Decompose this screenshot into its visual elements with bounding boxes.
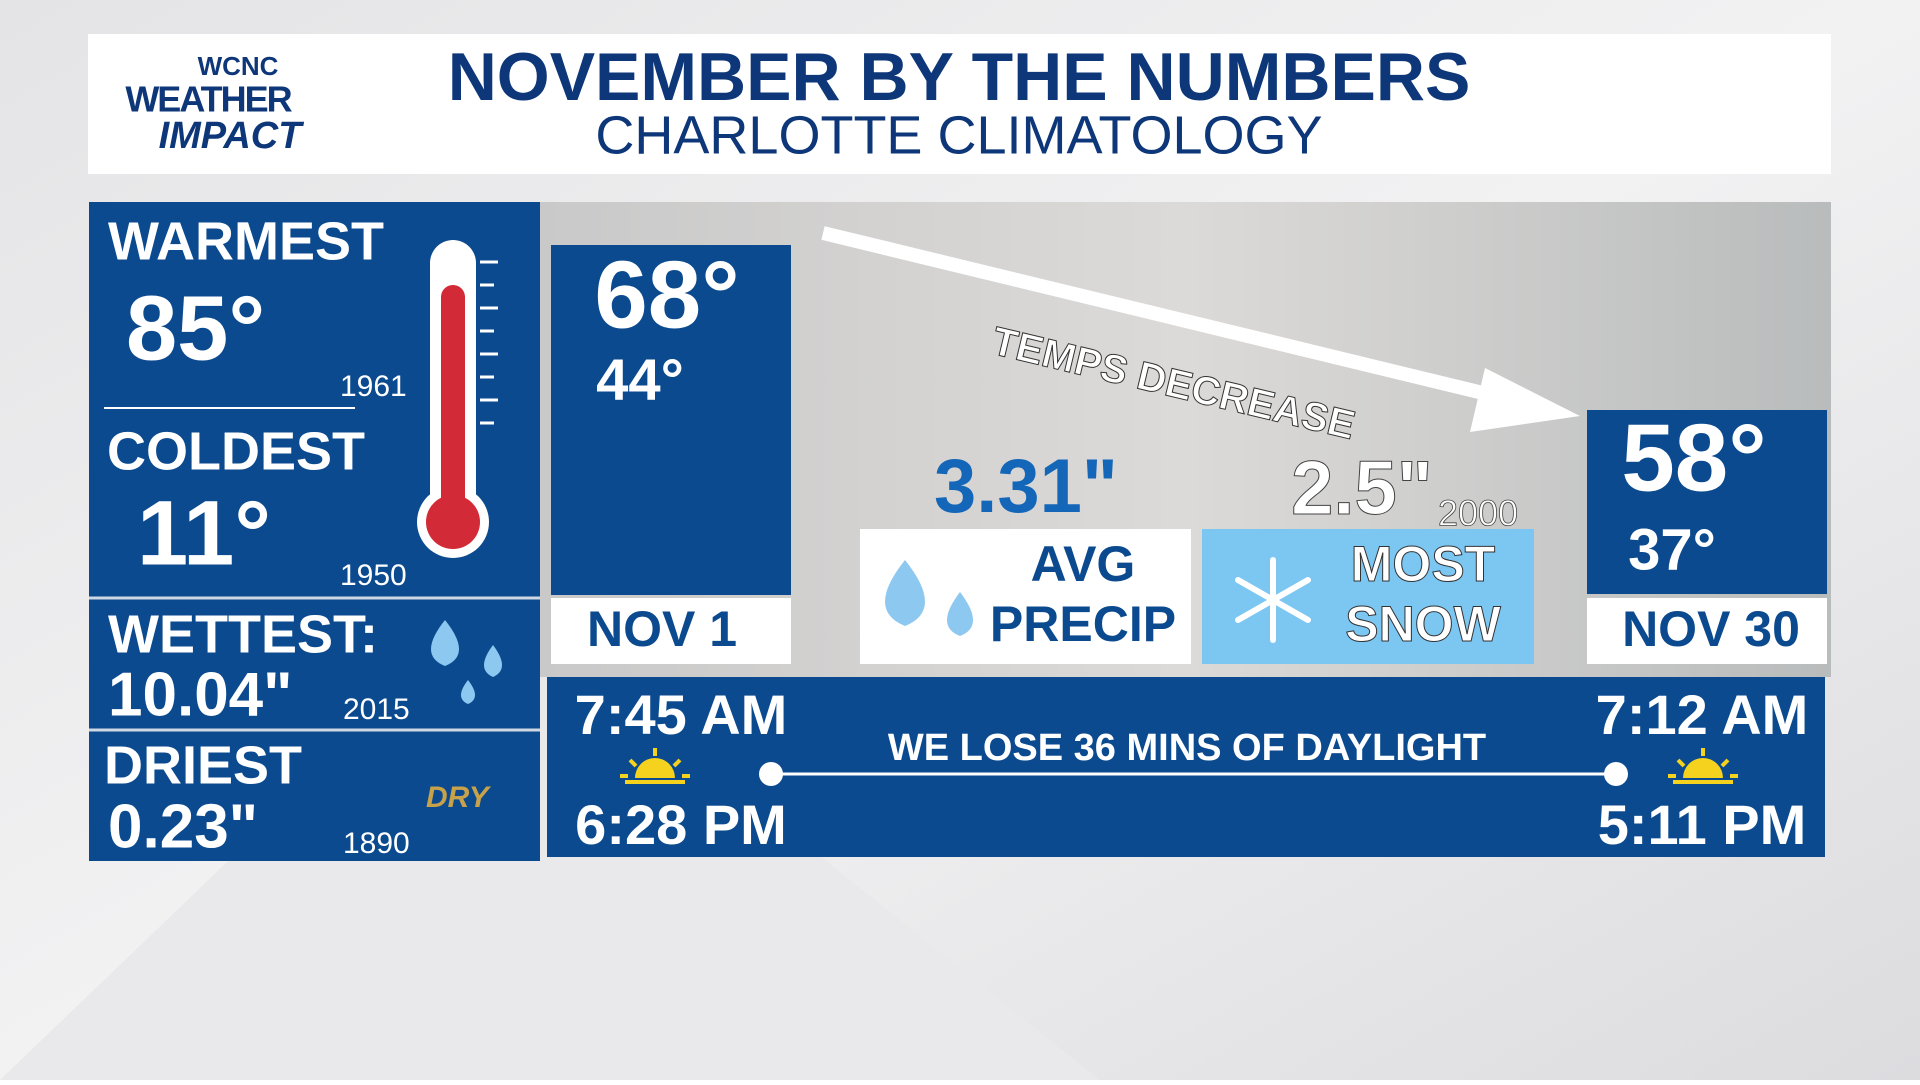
start-box xyxy=(551,245,791,595)
end-sunrise: 7:12 AM xyxy=(1596,683,1809,746)
daylight-dot xyxy=(759,762,783,786)
subtitle: CHARLOTTE CLIMATOLOGY xyxy=(595,105,1322,165)
logo: WCNC WEATHER IMPACT xyxy=(125,51,304,157)
logo-station: WCNC xyxy=(198,51,279,81)
start-date-box xyxy=(551,598,791,664)
logo-line1: WEATHER xyxy=(125,79,292,120)
sun-icon xyxy=(620,748,690,784)
sun-icon xyxy=(1668,748,1738,784)
snow-line1: MOST xyxy=(1351,536,1495,592)
snow-box xyxy=(1202,529,1534,664)
rain-icon xyxy=(431,620,502,704)
snow-line2: SNOW xyxy=(1345,596,1501,652)
wettest-year: 2015 xyxy=(343,693,410,726)
thermometer xyxy=(417,240,498,558)
start-high: 68° xyxy=(594,241,739,348)
end-high: 58° xyxy=(1621,404,1766,511)
driest-label: DRIEST xyxy=(104,735,302,795)
wettest-label: WETTEST: xyxy=(108,604,378,664)
precip-line1: AVG xyxy=(1031,536,1136,592)
start-date: NOV 1 xyxy=(587,601,737,657)
coldest-value: 11° xyxy=(137,482,271,584)
logo-line2: IMPACT xyxy=(159,115,305,157)
precip-icon xyxy=(885,560,973,636)
snowflake-icon xyxy=(1235,557,1311,643)
wettest-value: 10.04" xyxy=(108,660,293,729)
header-box xyxy=(88,34,1831,174)
start-sunrise: 7:45 AM xyxy=(575,683,788,746)
daylight-dot xyxy=(1604,762,1628,786)
title: NOVEMBER BY THE NUMBERS xyxy=(448,39,1471,115)
coldest-label: COLDEST xyxy=(107,421,365,481)
start-sunset: 6:28 PM xyxy=(575,793,787,856)
driest-value: 0.23" xyxy=(108,792,258,861)
dry-tag: DRY xyxy=(426,781,492,814)
snow-year: 2000 xyxy=(1438,493,1518,534)
end-sunset: 5:11 PM xyxy=(1598,793,1807,856)
warmest-label: WARMEST xyxy=(108,211,384,271)
end-low: 37° xyxy=(1628,517,1716,582)
end-date-box xyxy=(1587,598,1827,664)
precip-line2: PRECIP xyxy=(990,596,1176,652)
warmest-value: 85° xyxy=(126,277,265,379)
snow-value: 2.5" xyxy=(1291,446,1433,531)
end-box xyxy=(1587,410,1827,594)
warmest-year: 1961 xyxy=(340,370,407,403)
end-date: NOV 30 xyxy=(1622,601,1800,657)
daylight-label: WE LOSE 36 MINS OF DAYLIGHT xyxy=(888,727,1486,769)
driest-year: 1890 xyxy=(343,827,410,860)
start-low: 44° xyxy=(596,347,684,412)
precip-value: 3.31" xyxy=(934,444,1118,529)
coldest-year: 1950 xyxy=(340,559,407,592)
trend-arrow xyxy=(821,226,1580,432)
